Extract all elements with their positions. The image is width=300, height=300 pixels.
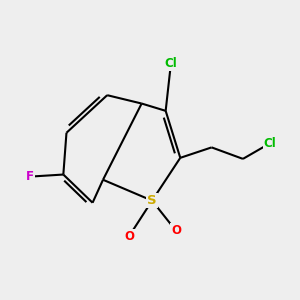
Text: O: O (171, 224, 181, 237)
Text: O: O (124, 230, 134, 243)
Text: Cl: Cl (164, 57, 177, 70)
Text: F: F (26, 170, 34, 183)
Text: S: S (147, 194, 157, 207)
Text: Cl: Cl (264, 137, 276, 150)
